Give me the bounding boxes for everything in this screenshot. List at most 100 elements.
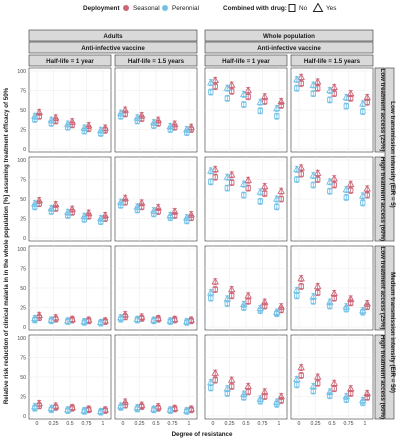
triangle-marker: [187, 315, 195, 323]
point-seasonal-yes: [363, 389, 371, 397]
triangle-marker: [166, 122, 175, 130]
y-tick-label: 50: [20, 108, 26, 114]
triangle-marker: [154, 203, 162, 211]
triangle-marker: [293, 75, 301, 83]
triangle-marker: [101, 211, 109, 219]
triangle-marker: [342, 392, 351, 400]
point-seasonal-yes: [170, 315, 179, 323]
point-seasonal-yes: [277, 187, 285, 195]
triangle-marker: [363, 389, 371, 397]
panel-0-1: [114, 67, 198, 153]
strip-row-label: Low treatment access (25%): [379, 247, 386, 330]
y-tick-label: 50: [20, 286, 26, 292]
triangle-marker: [51, 313, 60, 321]
square-marker: [241, 101, 247, 108]
triangle-marker: [84, 404, 93, 412]
triangle-marker: [313, 77, 322, 85]
triangle-marker: [80, 123, 89, 131]
triangle-marker: [273, 308, 281, 315]
panel-3-3: [290, 334, 374, 420]
triangle-marker: [244, 291, 252, 299]
triangle-marker: [223, 173, 232, 180]
point-seasonal-yes: [260, 182, 269, 190]
point-seasonal-yes: [154, 402, 162, 411]
strip-group-label: Whole population: [263, 33, 315, 40]
point-seasonal-yes: [211, 76, 219, 84]
triangle-marker: [97, 407, 105, 414]
point-seasonal-yes: [121, 105, 129, 114]
triangle-marker: [363, 93, 371, 101]
triangle-marker: [256, 304, 265, 311]
point-seasonal-yes: [297, 163, 305, 172]
point-perennial-yes: [64, 316, 72, 325]
point-seasonal-yes: [227, 375, 236, 384]
point-perennial-no: [257, 197, 263, 205]
triangle-marker: [227, 170, 236, 178]
point-perennial-no: [257, 107, 263, 115]
y-tick-label: 0: [23, 414, 26, 420]
triangle-marker: [227, 285, 236, 293]
square-marker: [224, 185, 230, 191]
triangle-marker: [150, 315, 158, 323]
triangle-marker: [297, 73, 305, 80]
y-axis-title: Relative risk reduction of clinical mala…: [3, 87, 10, 404]
triangle-marker: [256, 98, 265, 105]
triangle-marker: [313, 282, 322, 290]
point-perennial-yes: [47, 204, 56, 212]
point-seasonal-yes: [346, 180, 355, 188]
panel-1-1: [114, 156, 198, 242]
point-seasonal-yes: [313, 282, 322, 290]
point-seasonal-yes: [187, 210, 195, 219]
triangle-marker: [133, 315, 142, 322]
legend-perennial-marker: [162, 5, 168, 11]
point-perennial-no: [224, 94, 230, 102]
point-perennial-yes: [183, 213, 191, 222]
square-marker: [315, 380, 321, 386]
point-perennial-yes: [342, 302, 351, 311]
triangle-marker: [293, 286, 301, 293]
triangle-marker: [101, 123, 109, 131]
point-perennial-no: [310, 181, 316, 189]
triangle-marker: [80, 406, 89, 414]
point-seasonal-yes: [121, 194, 129, 202]
point-perennial-yes: [273, 104, 281, 112]
strip-row-0-1: [374, 156, 385, 242]
point-perennial-yes: [97, 126, 105, 134]
point-perennial-yes: [207, 78, 215, 87]
y-tick-label: 25: [20, 127, 26, 133]
panel-2-1: [114, 245, 198, 331]
point-seasonal-yes: [227, 170, 236, 179]
triangle-marker: [363, 299, 371, 307]
point-perennial-yes: [133, 113, 142, 122]
triangle-marker: [183, 213, 191, 221]
point-seasonal-yes: [330, 379, 338, 387]
point-seasonal-yes: [330, 83, 338, 91]
strip-row-label: High treatment access (60%): [379, 335, 386, 419]
point-perennial-yes: [273, 397, 281, 406]
x-axis-title: Degree of resistance: [172, 431, 233, 438]
point-perennial-no: [294, 176, 300, 183]
point-perennial-yes: [80, 123, 89, 132]
point-perennial-yes: [223, 84, 232, 92]
point-perennial-yes: [293, 375, 301, 383]
triangle-marker: [240, 300, 248, 308]
triangle-marker: [31, 402, 39, 410]
point-perennial-yes: [326, 177, 334, 186]
point-perennial-yes: [117, 108, 125, 117]
strip-row-label: High treatment access (60%): [379, 157, 386, 241]
triangle-marker: [326, 387, 334, 395]
point-perennial-no: [274, 112, 280, 120]
x-tick-label: 0.25: [48, 421, 58, 427]
y-tick-label: 100: [17, 247, 26, 253]
strip-row-0-0: [374, 67, 385, 153]
strip-group-0: [28, 29, 198, 42]
point-perennial-yes: [47, 315, 56, 324]
point-seasonal-yes: [363, 299, 371, 308]
x-tick-label: 0.5: [66, 421, 73, 427]
triangle-marker: [309, 80, 318, 88]
point-seasonal-yes: [346, 89, 355, 98]
triangle-marker: [244, 382, 252, 390]
point-seasonal-yes: [137, 198, 146, 207]
strip-rowgroup-0: [384, 67, 395, 242]
triangle-marker: [309, 382, 318, 390]
